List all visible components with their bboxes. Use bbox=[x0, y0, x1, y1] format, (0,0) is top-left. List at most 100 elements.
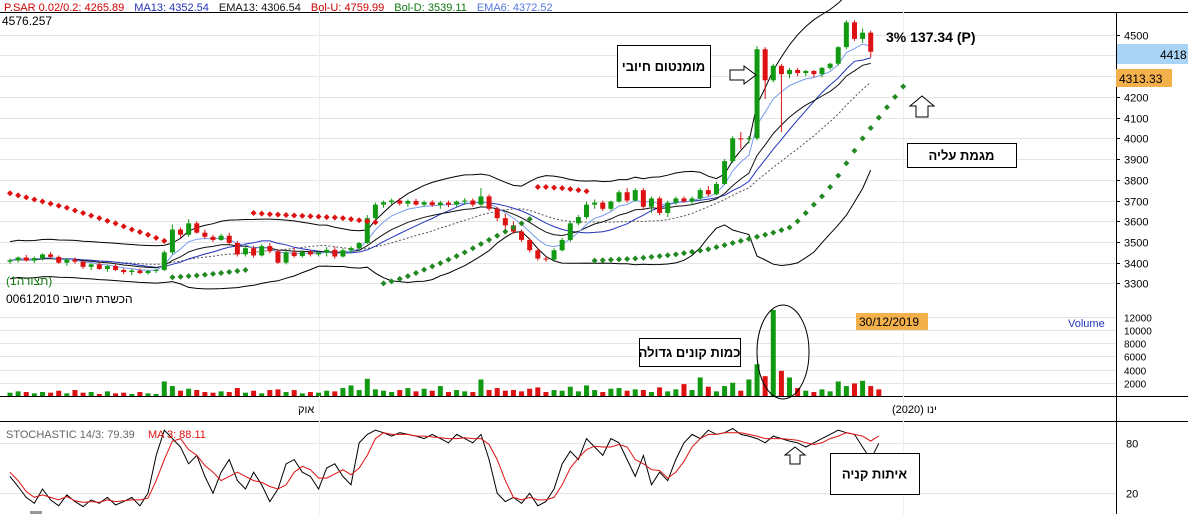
ema13-line bbox=[9, 62, 871, 269]
candle-body bbox=[145, 270, 151, 274]
candle-body bbox=[39, 254, 45, 259]
sar-marker-bottom bbox=[762, 231, 769, 238]
candle-body bbox=[470, 200, 476, 205]
candle bbox=[673, 196, 679, 205]
candle bbox=[64, 258, 70, 266]
candle-body bbox=[251, 248, 257, 256]
volume-bar bbox=[316, 392, 322, 396]
sar-marker-bottom bbox=[875, 114, 882, 121]
volume-bar bbox=[299, 393, 305, 396]
candle bbox=[819, 66, 825, 78]
volume-bar bbox=[681, 384, 687, 396]
x-axis-label: ינו (2020) bbox=[892, 404, 937, 416]
candle bbox=[770, 63, 776, 83]
candle-body bbox=[624, 192, 630, 201]
sar-marker-top bbox=[307, 213, 314, 220]
candle bbox=[730, 136, 736, 164]
candle bbox=[121, 268, 127, 275]
candle-body bbox=[210, 236, 216, 240]
volume-tick-label: 2000 bbox=[1124, 380, 1147, 391]
candle-body bbox=[543, 258, 549, 260]
candle bbox=[405, 199, 411, 207]
symbol-label: 00612010 הכשרת הישוב bbox=[6, 292, 133, 306]
volume-bar bbox=[738, 390, 744, 396]
bollinger-lower-line bbox=[9, 169, 872, 290]
parabolic-sar-series bbox=[7, 83, 907, 287]
volume-bar bbox=[770, 310, 776, 396]
sar-marker-top bbox=[575, 187, 582, 194]
price-tick-label: 4000 bbox=[1124, 134, 1148, 146]
volume-bar bbox=[584, 385, 590, 396]
candle bbox=[251, 245, 257, 258]
indicator-label: EMA13: 4306.54 bbox=[219, 2, 301, 14]
volume-bar bbox=[697, 377, 703, 396]
volume-bar bbox=[795, 388, 801, 396]
sar-marker-bottom bbox=[185, 273, 192, 280]
sar-marker-bottom bbox=[380, 280, 387, 287]
volume-bar bbox=[608, 388, 614, 396]
candle bbox=[234, 240, 240, 257]
candle-body bbox=[121, 269, 127, 273]
volume-bar bbox=[567, 386, 573, 396]
sar-marker-bottom bbox=[664, 252, 671, 259]
sar-marker-top bbox=[96, 215, 103, 222]
candle bbox=[803, 69, 809, 77]
candle-body bbox=[835, 47, 841, 64]
candle bbox=[178, 227, 184, 238]
candle-body bbox=[31, 258, 37, 261]
sar-marker-bottom bbox=[510, 224, 517, 231]
volume-bar bbox=[648, 392, 654, 396]
sar-marker-bottom bbox=[778, 227, 785, 234]
candle-body bbox=[640, 190, 646, 207]
candle bbox=[23, 254, 29, 262]
volume-label: Volume bbox=[1068, 318, 1105, 330]
price-tick-label: 3400 bbox=[1124, 259, 1148, 271]
indicator-label: EMA6: 4372.52 bbox=[477, 2, 553, 14]
candle-body bbox=[23, 257, 29, 261]
candle bbox=[275, 249, 281, 264]
volume-tick-label: 4000 bbox=[1124, 367, 1147, 378]
sar-marker-bottom bbox=[607, 256, 614, 263]
x-axis-label: אוק bbox=[298, 404, 314, 416]
volume-bar bbox=[137, 392, 143, 396]
candle-body bbox=[64, 259, 70, 263]
sar-marker-bottom bbox=[177, 273, 184, 280]
candle-body bbox=[770, 65, 776, 81]
sar-marker-bottom bbox=[883, 104, 890, 111]
sar-marker-bottom bbox=[900, 83, 907, 90]
volume-bar bbox=[283, 392, 289, 396]
candle bbox=[754, 46, 760, 141]
candle-body bbox=[169, 229, 175, 253]
candle bbox=[39, 253, 45, 261]
candle-body bbox=[72, 259, 78, 262]
candle-body bbox=[608, 201, 614, 209]
candle bbox=[778, 63, 784, 133]
candle-body bbox=[356, 243, 362, 249]
sar-marker-bottom bbox=[526, 216, 533, 223]
annotations: מומנטום חיובי מגמת עליה כמות קונים גדולה אי… bbox=[30, 45, 1017, 514]
volume-bar bbox=[202, 392, 208, 396]
annotation-box bbox=[907, 143, 1017, 168]
indicator-label: P.SAR 0.02/0.2: 4265.89 bbox=[4, 2, 124, 14]
sar-marker-top bbox=[15, 192, 22, 199]
volume-bar bbox=[673, 389, 679, 396]
indicator-lines bbox=[9, 0, 872, 290]
candle bbox=[665, 200, 671, 218]
volume-bar bbox=[405, 388, 411, 396]
candle bbox=[478, 188, 484, 206]
sar-marker-bottom bbox=[819, 193, 825, 200]
volume-bar bbox=[437, 386, 443, 396]
stochastic-lines bbox=[9, 427, 880, 508]
volume-bar bbox=[324, 390, 330, 396]
volume-bar bbox=[657, 387, 663, 396]
sar-marker-bottom bbox=[429, 263, 436, 270]
candle-body bbox=[186, 223, 192, 235]
candle-body bbox=[519, 231, 525, 240]
candle bbox=[194, 221, 200, 234]
chart-subtitle: (תצורה1) bbox=[6, 274, 52, 288]
candle-body bbox=[397, 200, 403, 204]
volume-bar bbox=[129, 394, 135, 396]
sar-marker-bottom bbox=[737, 237, 744, 244]
sar-marker-bottom bbox=[745, 235, 752, 242]
volume-bar bbox=[559, 390, 565, 396]
